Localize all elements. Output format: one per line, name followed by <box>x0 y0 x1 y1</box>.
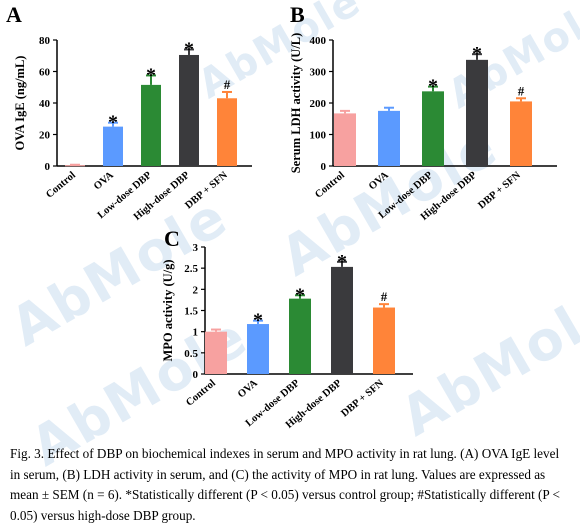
panel-letter: C <box>164 226 180 251</box>
x-tick-label: OVA <box>92 170 116 193</box>
y-tick-label: 0 <box>321 161 327 173</box>
bar <box>466 59 488 166</box>
y-tick-label: 1.5 <box>184 306 198 318</box>
y-tick-label: 60 <box>39 67 51 79</box>
chart-panel-c: C 0 0.5 1 1.5 2 2.5 3 MPO activity (U/g) Control *… <box>161 226 413 431</box>
x-tick-label: DBP + SFN <box>339 378 386 420</box>
y-tick-label: 200 <box>310 98 327 110</box>
x-tick-label: DBP + SFN <box>183 170 230 212</box>
x-tick-label: OVA <box>236 378 260 401</box>
bar <box>141 84 161 166</box>
y-tick-label: 0 <box>45 161 51 173</box>
bar <box>217 98 237 166</box>
significance-marker: * <box>295 284 305 306</box>
bar <box>373 307 395 374</box>
bar <box>422 91 444 166</box>
bar <box>289 298 311 374</box>
x-tick-label: Control <box>184 378 218 409</box>
y-tick-label: 400 <box>310 35 327 47</box>
y-axis-label: Serum LDH activity (U/L) <box>289 33 303 174</box>
y-tick-label: 40 <box>39 98 51 110</box>
significance-marker: * <box>184 38 194 60</box>
bar <box>331 266 353 374</box>
bar <box>378 110 400 166</box>
bar <box>179 54 199 166</box>
panel-letter: B <box>290 2 305 27</box>
bar <box>334 113 356 166</box>
y-tick-label: 2 <box>193 284 199 296</box>
y-tick-label: 100 <box>310 130 327 142</box>
bar <box>103 126 123 166</box>
y-tick-label: 3 <box>193 242 199 254</box>
y-tick-label: 80 <box>39 35 51 47</box>
chart-panel-b: B 0 100 200 300 400 Serum LDH activity (U/L) Co… <box>289 2 557 223</box>
figure-caption: Fig. 3. Effect of DBP on biochemical ind… <box>10 446 560 523</box>
bar <box>510 101 532 166</box>
y-tick-label: 20 <box>39 130 51 142</box>
significance-marker: * <box>428 76 438 98</box>
significance-marker: * <box>337 251 347 273</box>
significance-marker: * <box>108 112 118 134</box>
significance-marker: # <box>518 83 525 98</box>
significance-marker: * <box>253 310 263 332</box>
x-tick-label: Control <box>313 170 347 201</box>
x-tick-label: Control <box>44 170 78 201</box>
x-tick-label: OVA <box>367 170 391 193</box>
bar <box>205 331 227 374</box>
significance-marker: * <box>146 64 156 86</box>
y-tick-label: 0 <box>193 369 199 381</box>
y-tick-label: 2.5 <box>184 263 198 275</box>
significance-marker: # <box>224 77 231 92</box>
panel-letter: A <box>6 2 22 27</box>
significance-marker: # <box>381 289 388 304</box>
y-tick-label: 0.5 <box>184 348 198 360</box>
y-tick-label: 300 <box>310 67 327 79</box>
x-tick-label: DBP + SFN <box>476 170 523 212</box>
y-tick-label: 1 <box>193 327 199 339</box>
y-axis-label: MPO activity (U/g) <box>161 259 175 361</box>
significance-marker: * <box>472 43 482 65</box>
bar <box>247 324 269 374</box>
y-axis-label: OVA IgE (ng/mL) <box>13 56 27 151</box>
